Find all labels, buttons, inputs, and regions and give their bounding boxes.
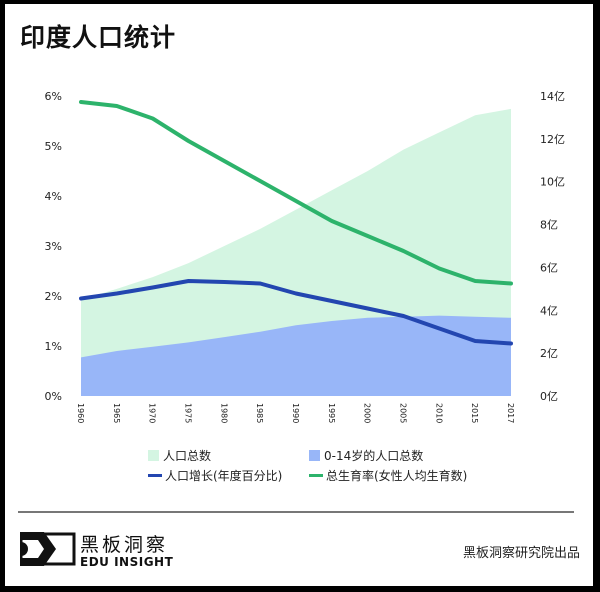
- right-tick-label: 6亿: [540, 261, 558, 274]
- x-tick-label: 2000: [363, 403, 372, 423]
- right-tick-label: 4亿: [540, 304, 558, 317]
- x-tick-label: 1975: [184, 403, 193, 423]
- x-tick-label: 2017: [506, 403, 515, 423]
- logo-icon: [20, 532, 76, 566]
- x-tick-label: 1965: [112, 403, 121, 423]
- legend-label: 人口增长(年度百分比): [165, 469, 283, 483]
- legend-growth: 人口增长(年度百分比): [148, 467, 282, 484]
- legend-label: 人口总数: [163, 449, 212, 463]
- left-tick-label: 1%: [45, 340, 62, 353]
- logo-text-cn: 黑板洞察: [80, 534, 169, 556]
- right-tick-label: 10亿: [540, 176, 565, 189]
- left-tick-label: 3%: [45, 240, 62, 253]
- legend-label: 总生育率(女性人均生育数): [326, 469, 468, 483]
- logo-text-en: EDU INSIGHT: [80, 555, 174, 569]
- right-tick-label: 0亿: [540, 390, 558, 403]
- line-series-3: [79, 100, 513, 286]
- legend-fertility: 总生育率(女性人均生育数): [309, 467, 467, 484]
- right-tick-label: 12亿: [540, 133, 565, 146]
- area-series-1: [81, 315, 511, 396]
- x-tick-label: 2010: [434, 403, 443, 423]
- left-tick-label: 2%: [45, 290, 62, 303]
- legend-swatch: [148, 474, 162, 477]
- right-tick-label: 2亿: [540, 347, 558, 360]
- x-tick-label: 1980: [219, 403, 228, 423]
- legend-swatch: [309, 450, 320, 461]
- line-series-2: [79, 279, 513, 346]
- legend-swatch: [148, 450, 159, 461]
- legend-label: 0-14岁的人口总数: [324, 449, 424, 463]
- legend-swatch: [309, 474, 323, 477]
- x-tick-label: 1990: [291, 403, 300, 423]
- divider: [18, 511, 574, 513]
- page-title: 印度人口统计: [20, 23, 177, 52]
- x-tick-label: 1960: [76, 403, 85, 423]
- right-tick-label: 8亿: [540, 219, 558, 232]
- x-tick-label: 2005: [399, 403, 408, 423]
- left-tick-label: 0%: [45, 390, 62, 403]
- left-tick-label: 5%: [45, 140, 62, 153]
- x-tick-label: 2015: [470, 403, 479, 423]
- left-tick-label: 4%: [45, 190, 62, 203]
- credit-text: 黑板洞察研究院出品: [462, 546, 580, 561]
- legend-total: 人口总数: [148, 447, 211, 464]
- legend-children: 0-14岁的人口总数: [309, 447, 423, 464]
- left-tick-label: 6%: [45, 90, 62, 103]
- x-tick-label: 1995: [327, 403, 336, 423]
- x-tick-label: 1985: [255, 403, 264, 423]
- right-tick-label: 14亿: [540, 90, 565, 103]
- x-tick-label: 1970: [148, 403, 157, 423]
